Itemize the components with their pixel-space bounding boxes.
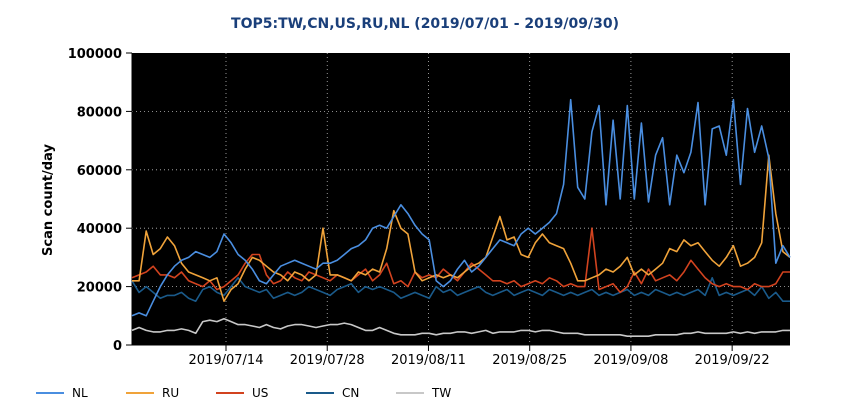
y-tick-label: 100000	[68, 47, 122, 62]
legend-label-us: US	[252, 386, 268, 400]
legend-label-ru: RU	[162, 386, 179, 400]
legend-label-tw: TW	[431, 386, 451, 400]
y-tick-label: 60000	[77, 164, 122, 179]
x-tick-label: 2019/07/14	[189, 353, 264, 368]
y-tick-label: 80000	[77, 105, 122, 120]
y-tick-label: 0	[113, 339, 122, 354]
series-line-tw	[131, 317, 790, 338]
series-line-ru	[132, 154, 791, 303]
chart-title: TOP5:TW,CN,US,RU,NL (2019/07/01 - 2019/0…	[231, 16, 619, 32]
series-line-nl	[131, 98, 791, 317]
y-tick-label: 40000	[77, 222, 122, 237]
x-tick-label: 2019/09/22	[695, 353, 770, 368]
legend-label-cn: CN	[342, 386, 359, 400]
x-tick-label: 2019/08/11	[391, 353, 466, 368]
series-line-cn	[131, 276, 790, 303]
y-tick-label: 20000	[77, 281, 122, 296]
x-tick-label: 2019/09/08	[593, 353, 668, 368]
x-tick-label: 2019/08/25	[492, 353, 567, 368]
x-tick-label: 2019/07/28	[290, 353, 365, 368]
plot-area	[132, 53, 790, 345]
legend-label-nl: NL	[72, 386, 88, 400]
y-axis-label: Scan count/day	[41, 144, 56, 256]
series-line-us	[131, 227, 790, 294]
